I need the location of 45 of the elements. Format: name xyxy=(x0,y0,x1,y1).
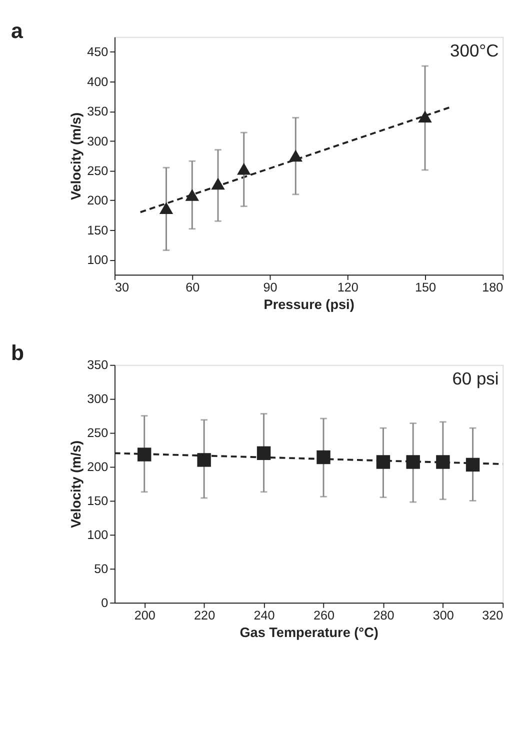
point xyxy=(197,453,211,467)
x-axis-title: Gas Temperature (°C) xyxy=(240,625,378,640)
annotation: 300°C xyxy=(450,40,499,60)
y-tick-label: 400 xyxy=(87,74,108,89)
point xyxy=(316,450,330,464)
y-tick-label: 150 xyxy=(87,494,108,508)
y-tick-label: 350 xyxy=(87,104,108,119)
point xyxy=(406,455,420,469)
y-tick-label: 450 xyxy=(87,45,108,60)
y-tick-label: 250 xyxy=(87,164,108,178)
y-tick-label: 200 xyxy=(87,460,108,474)
x-tick-label: 320 xyxy=(482,608,504,623)
point xyxy=(466,458,480,472)
x-tick-label: 260 xyxy=(313,608,335,623)
x-axis-title: Pressure (psi) xyxy=(264,297,354,312)
y-tick-label: 200 xyxy=(87,194,108,208)
point xyxy=(436,455,450,469)
y-tick-label: 50 xyxy=(94,562,108,576)
x-tick-label: 150 xyxy=(414,280,436,295)
x-tick-label: 240 xyxy=(254,608,275,623)
y-tick-label: 300 xyxy=(87,392,108,406)
chart-title: a xyxy=(10,18,23,43)
point xyxy=(138,448,152,462)
y-tick-label: 100 xyxy=(87,253,108,268)
y-tick-label: 100 xyxy=(87,528,108,542)
y-axis-title: Velocity (m/s) xyxy=(68,440,84,528)
point xyxy=(256,446,271,460)
y-tick-label: 300 xyxy=(87,134,108,148)
x-tick-label: 120 xyxy=(337,280,358,295)
x-tick-label: 30 xyxy=(114,280,130,295)
annotation: 60 psi xyxy=(452,368,499,388)
x-tick-label: 60 xyxy=(186,280,200,295)
x-tick-label: 300 xyxy=(432,608,454,623)
x-tick-label: 220 xyxy=(194,608,216,623)
y-tick-label: 250 xyxy=(87,426,108,440)
point xyxy=(376,455,390,469)
y-tick-label: 0 xyxy=(101,596,108,610)
y-tick-label: 350 xyxy=(87,358,108,372)
x-tick-label: 280 xyxy=(373,608,394,623)
chart-title: b xyxy=(10,341,24,366)
y-axis-title: Velocity (m/s) xyxy=(68,112,84,200)
y-tick-label: 150 xyxy=(87,223,108,238)
x-tick-label: 180 xyxy=(482,280,504,295)
x-tick-label: 200 xyxy=(134,608,156,623)
x-tick-label: 90 xyxy=(263,280,278,295)
